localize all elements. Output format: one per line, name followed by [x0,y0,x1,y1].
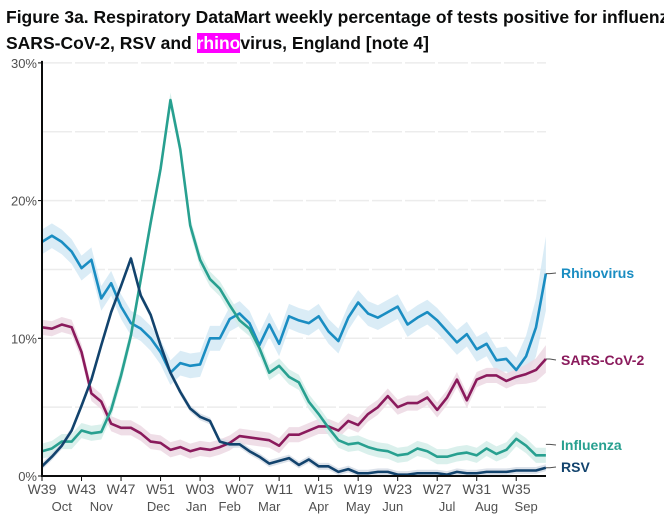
x-tick-label: W03 [186,481,215,497]
label-leader-line [545,466,557,469]
month-label: Jun [382,499,403,514]
y-tick-label: 30% [11,56,37,71]
label-leader-line [545,358,557,361]
title-line-2-post: virus, England [note 4] [240,33,429,53]
confidence-bands [42,92,546,476]
axes: 0% 10% 20% 30% W39 W43 W47 W51 W03 W07 W11 W15 W19 W2… [11,56,546,514]
month-label: Aug [475,499,498,514]
series-label-rhinovirus: Rhinovirus [561,265,634,281]
month-label: Jan [186,499,207,514]
x-tick-label: W31 [462,481,491,497]
month-label: Sep [515,499,538,514]
x-tick-label: W47 [107,481,136,497]
series-line-rhinovirus [41,234,548,375]
y-tick-label: 10% [11,331,37,346]
confidence-band-influenza [42,92,546,465]
y-tick-label: 0% [18,469,37,484]
month-label: Mar [258,499,281,514]
confidence-band-rhinovirus [42,223,546,386]
x-tick-label: W23 [383,481,412,497]
x-tick-label: W27 [423,481,452,497]
month-label: Feb [219,499,241,514]
figure-title: Figure 3a. Respiratory DataMart weekly p… [6,4,664,56]
search-highlight: rhino [196,33,241,53]
label-leader-line [545,272,557,275]
series-label-sars-cov-2: SARS-CoV-2 [561,352,644,368]
month-label: Oct [52,499,73,514]
label-leader-line [545,443,557,446]
x-tick-label: W15 [304,481,333,497]
x-tick-label: W19 [344,481,373,497]
x-tick-label: W51 [146,481,175,497]
series-line-rsv [41,257,547,476]
series-label-influenza: Influenza [561,437,622,453]
x-tick-label: W39 [28,481,57,497]
series-labels: Rhinovirus SARS-CoV-2 Influenza RSV [545,265,644,475]
month-label: Apr [309,499,330,514]
month-label: Dec [147,499,171,514]
title-line-1: Figure 3a. Respiratory DataMart weekly p… [6,7,664,27]
x-tick-label: W43 [67,481,96,497]
title-line-2-pre: SARS-CoV-2, RSV and [6,33,197,53]
series-label-rsv: RSV [561,459,590,475]
x-tick-label: W11 [265,481,293,497]
month-label: May [346,499,371,514]
y-tick-label: 20% [11,194,37,209]
gridlines [42,62,546,408]
title-line-2: SARS-CoV-2, RSV and rhinovirus, England … [6,30,664,56]
series-line-sars-cov-2 [41,323,547,453]
x-tick-label: W07 [225,481,254,497]
x-tick-label: W35 [502,481,531,497]
series-lines [41,98,548,476]
month-label: Jul [439,499,456,514]
series-line-influenza [41,98,546,459]
month-label: Nov [90,499,114,514]
confidence-band-sars-cov-2 [42,316,546,459]
